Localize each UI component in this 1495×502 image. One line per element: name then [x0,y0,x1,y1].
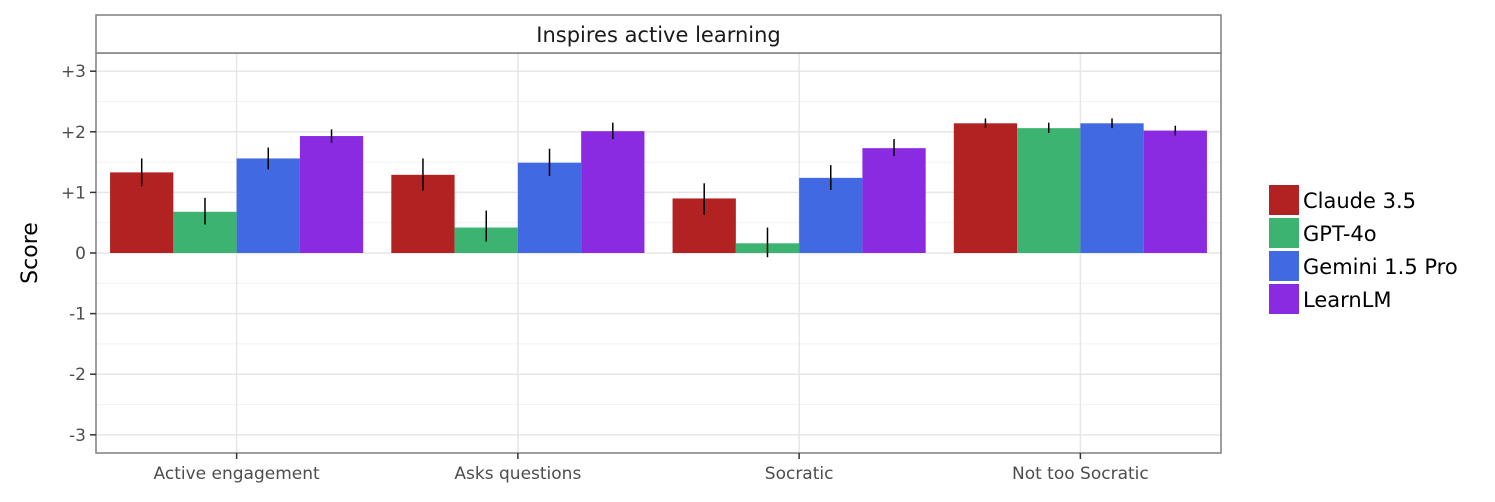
y-tick-label: 0 [75,244,86,264]
x-tick-label: Asks questions [454,464,581,484]
y-tick-label: -3 [69,426,86,446]
legend-key [1269,185,1299,215]
bar [517,162,582,253]
y-tick-label: +1 [61,183,86,203]
bar [299,136,364,253]
bar [953,123,1018,253]
y-tick-label: +2 [61,123,86,143]
bar [1080,123,1144,253]
chart-title: Inspires active learning [536,23,781,47]
legend-key [1269,284,1299,314]
legend-key [1269,218,1299,248]
y-tick-label: -2 [69,365,86,385]
legend-key [1269,251,1299,281]
bar [1143,130,1207,253]
legend-label: GPT-4o [1303,222,1377,246]
bar [581,131,645,253]
x-tick-label: Active engagement [154,464,320,484]
bar [799,177,863,253]
x-tick-label: Socratic [765,464,834,484]
bar [1017,128,1081,253]
legend-label: Gemini 1.5 Pro [1303,255,1458,279]
legend-label: LearnLM [1303,288,1392,312]
y-tick-label: +3 [61,62,86,82]
facet-strip [95,14,1222,54]
y-axis-label: Score [18,222,43,284]
x-tick-label: Not too Socratic [1012,464,1149,484]
bar [862,148,926,253]
legend-label: Claude 3.5 [1303,189,1416,213]
y-tick-label: -1 [69,305,86,325]
bar [236,158,300,253]
